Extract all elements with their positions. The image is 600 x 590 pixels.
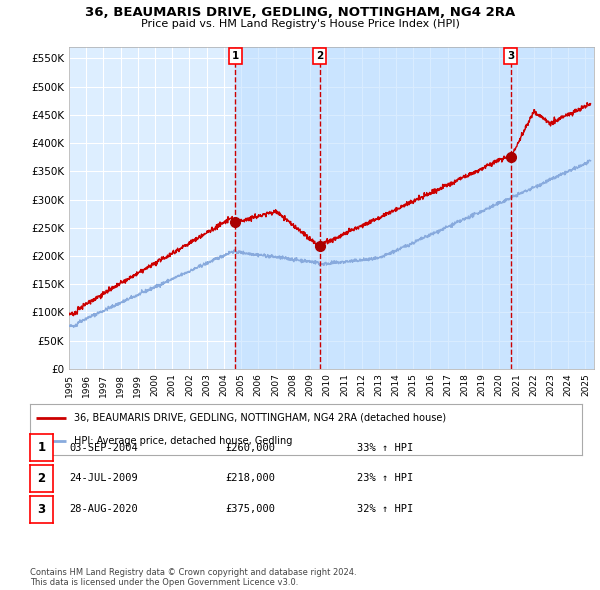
Text: 2: 2	[37, 472, 46, 485]
Text: £218,000: £218,000	[225, 474, 275, 483]
Text: 33% ↑ HPI: 33% ↑ HPI	[357, 443, 413, 453]
Text: 2: 2	[316, 51, 323, 61]
Text: 1: 1	[232, 51, 239, 61]
Text: 3: 3	[507, 51, 514, 61]
Bar	[511, 47, 594, 369]
Text: £375,000: £375,000	[225, 504, 275, 514]
Bar	[235, 47, 320, 369]
Text: 1: 1	[37, 441, 46, 454]
Text: Price paid vs. HM Land Registry's House Price Index (HPI): Price paid vs. HM Land Registry's House …	[140, 19, 460, 29]
Text: 36, BEAUMARIS DRIVE, GEDLING, NOTTINGHAM, NG4 2RA (detached house): 36, BEAUMARIS DRIVE, GEDLING, NOTTINGHAM…	[74, 412, 446, 422]
Text: 3: 3	[37, 503, 46, 516]
Text: 23% ↑ HPI: 23% ↑ HPI	[357, 474, 413, 483]
Text: 28-AUG-2020: 28-AUG-2020	[69, 504, 138, 514]
Bar	[320, 47, 511, 369]
Text: £260,000: £260,000	[225, 443, 275, 453]
Text: Contains HM Land Registry data © Crown copyright and database right 2024.
This d: Contains HM Land Registry data © Crown c…	[30, 568, 356, 587]
Text: 24-JUL-2009: 24-JUL-2009	[69, 474, 138, 483]
Text: 36, BEAUMARIS DRIVE, GEDLING, NOTTINGHAM, NG4 2RA: 36, BEAUMARIS DRIVE, GEDLING, NOTTINGHAM…	[85, 6, 515, 19]
Text: 32% ↑ HPI: 32% ↑ HPI	[357, 504, 413, 514]
Text: HPI: Average price, detached house, Gedling: HPI: Average price, detached house, Gedl…	[74, 437, 293, 447]
Text: 03-SEP-2004: 03-SEP-2004	[69, 443, 138, 453]
